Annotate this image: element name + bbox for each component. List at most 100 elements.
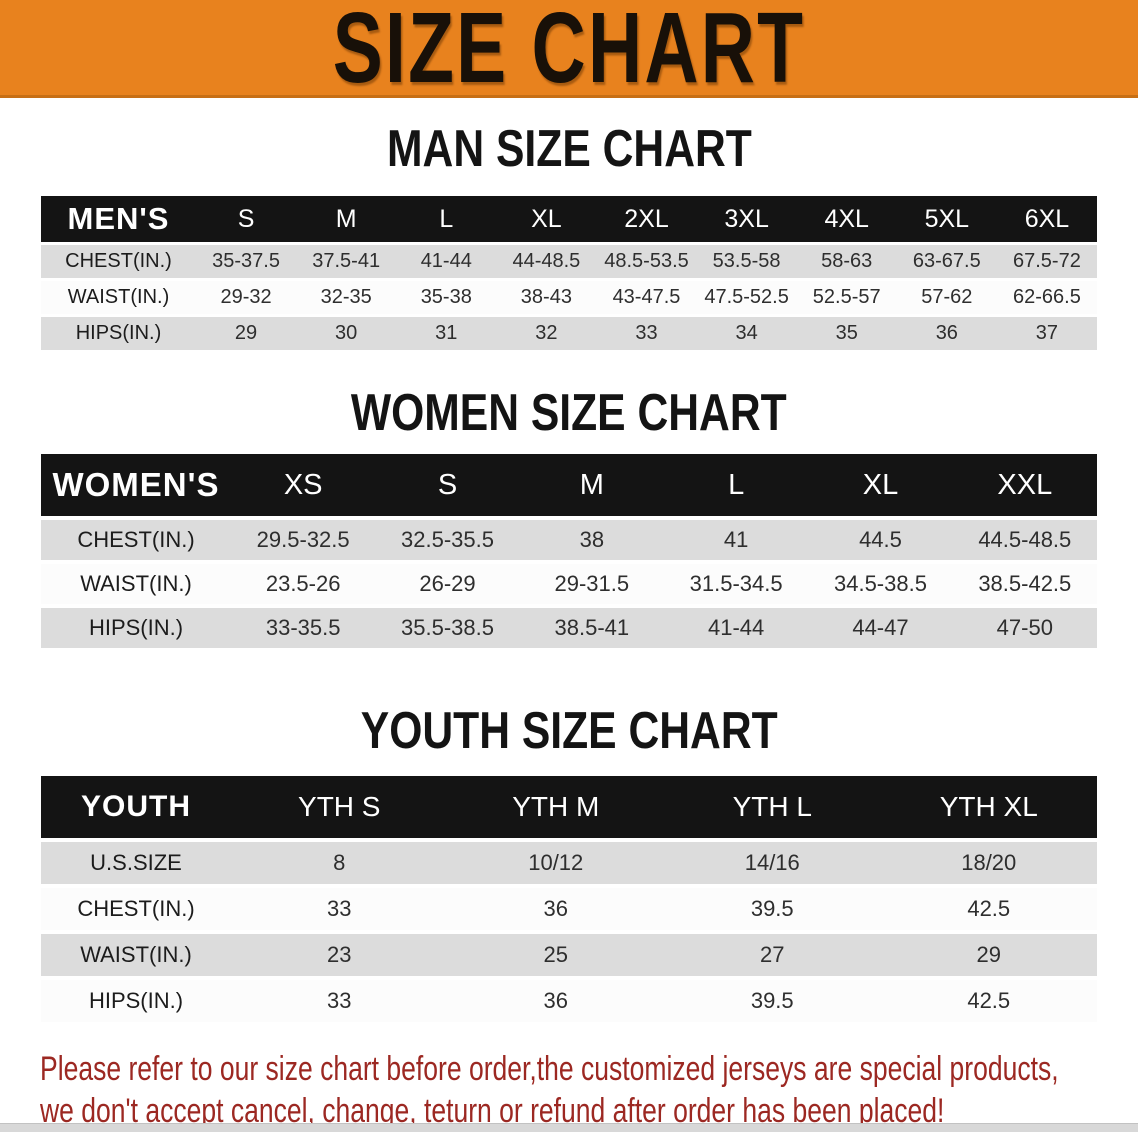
cell-value: 35 xyxy=(835,322,858,344)
column-header: 2XL xyxy=(624,204,669,233)
cell-value: 39.5 xyxy=(750,988,794,1013)
cell-value: 25 xyxy=(543,942,568,967)
bottom-strip xyxy=(0,1123,1138,1132)
row-label: CHEST(IN.) xyxy=(77,896,195,921)
cell-value: 37 xyxy=(1035,322,1059,344)
table-row: WAIST(IN.) 23 25 27 29 xyxy=(41,934,1097,976)
cell-value: 29 xyxy=(976,942,1001,967)
youth-table-header-row: YOUTH YTH S YTH M YTH L YTH XL xyxy=(41,776,1097,838)
table-row: CHEST(IN.) 33 36 39.5 42.5 xyxy=(41,888,1097,930)
cell-value: 29 xyxy=(234,322,258,344)
table-row: HIPS(IN.) 33 36 39.5 42.5 xyxy=(41,980,1097,1022)
cell-value: 36 xyxy=(543,988,568,1013)
cell-value: 58-63 xyxy=(821,250,873,272)
men-section-heading-text: MAN SIZE CHART xyxy=(386,120,752,178)
cell-value: 38 xyxy=(579,527,605,552)
women-size-table: WOMEN'S XS S M L XL XXL CHEST(IN.) 29.5-32.5 32… xyxy=(41,454,1097,648)
row-label: HIPS(IN.) xyxy=(75,322,162,344)
column-header: L xyxy=(728,468,745,501)
banner-title: SIZE CHART xyxy=(332,0,806,98)
column-header: XXL xyxy=(997,468,1053,501)
table-row: CHEST(IN.) 35-37.5 37.5-41 41-44 44-48.5 48.5… xyxy=(41,245,1097,278)
column-header: XS xyxy=(283,468,323,501)
cell-value: 10/12 xyxy=(528,850,584,875)
cell-value: 44.5-48.5 xyxy=(978,527,1072,552)
cell-value: 30 xyxy=(335,322,358,344)
row-label: CHEST(IN.) xyxy=(77,527,195,552)
table-row: HIPS(IN.) 33-35.5 35.5-38.5 38.5-41 41-44 44-… xyxy=(41,608,1097,648)
row-label: WAIST(IN.) xyxy=(80,942,192,967)
column-header: YTH S xyxy=(298,791,381,822)
women-table-header-row: WOMEN'S XS S M L XL XXL xyxy=(41,454,1097,516)
cell-value: 8 xyxy=(333,850,346,875)
youth-section-heading-text: YOUTH SIZE CHART xyxy=(360,702,778,760)
cell-value: 52.5-57 xyxy=(812,286,881,308)
cell-value: 29.5-32.5 xyxy=(256,527,350,552)
cell-value: 14/16 xyxy=(744,850,800,875)
men-table-corner-label: MEN'S xyxy=(67,201,170,236)
cell-value: 35-38 xyxy=(420,286,472,308)
table-row: CHEST(IN.) 29.5-32.5 32.5-35.5 38 41 44.5 44.5… xyxy=(41,520,1097,560)
cell-value: 62-66.5 xyxy=(1013,286,1081,308)
cell-value: 29-31.5 xyxy=(554,571,630,596)
cell-value: 26-29 xyxy=(419,571,476,596)
youth-table-corner-label: YOUTH xyxy=(81,790,191,823)
cell-value: 37.5-41 xyxy=(312,250,381,272)
row-label: HIPS(IN.) xyxy=(88,988,184,1013)
column-header: XL xyxy=(531,204,562,233)
column-header: M xyxy=(335,204,357,233)
table-row: U.S.SIZE 8 10/12 14/16 18/20 xyxy=(41,842,1097,884)
cell-value: 36 xyxy=(543,896,568,921)
disclaimer: Please refer to our size chart before or… xyxy=(40,1048,1138,1132)
cell-value: 34 xyxy=(735,322,758,344)
cell-value: 41 xyxy=(723,527,749,552)
men-size-table: MEN'S S M L XL 2XL 3XL 4XL 5XL 6XL CHEST(IN.) 35-… xyxy=(41,196,1097,350)
table-row: HIPS(IN.) 29 30 31 32 33 34 35 36 37 xyxy=(41,317,1097,350)
cell-value: 18/20 xyxy=(961,850,1017,875)
cell-value: 36 xyxy=(935,322,958,344)
cell-value: 23.5-26 xyxy=(265,571,341,596)
cell-value: 47-50 xyxy=(996,615,1053,640)
cell-value: 33 xyxy=(635,322,658,344)
cell-value: 32 xyxy=(535,322,558,344)
women-section-heading: WOMEN SIZE CHART xyxy=(0,386,1138,440)
cell-value: 44-48.5 xyxy=(512,250,581,272)
row-label: U.S.SIZE xyxy=(90,850,182,875)
youth-size-table: YOUTH YTH S YTH M YTH L YTH XL U.S.SIZE 8 10/… xyxy=(41,776,1097,1022)
column-header: YTH L xyxy=(732,791,812,822)
cell-value: 38.5-41 xyxy=(554,615,630,640)
column-header: M xyxy=(579,468,604,501)
row-label: HIPS(IN.) xyxy=(88,615,184,640)
cell-value: 42.5 xyxy=(967,988,1011,1013)
cell-value: 27 xyxy=(760,942,785,967)
cell-value: 42.5 xyxy=(967,896,1011,921)
column-header: 3XL xyxy=(724,204,769,233)
cell-value: 33 xyxy=(327,896,352,921)
column-header: 6XL xyxy=(1024,204,1070,233)
column-header: 5XL xyxy=(924,204,970,233)
cell-value: 48.5-53.5 xyxy=(604,250,689,272)
cell-value: 53.5-58 xyxy=(712,250,781,272)
cell-value: 41-44 xyxy=(420,250,472,272)
disclaimer-line-1: Please refer to our size chart before or… xyxy=(40,1050,1059,1088)
cell-value: 29-32 xyxy=(220,286,272,308)
table-row: WAIST(IN.) 29-32 32-35 35-38 38-43 43-47.5 47.… xyxy=(41,281,1097,314)
cell-value: 44-47 xyxy=(852,615,909,640)
column-header: S xyxy=(237,204,255,233)
column-header: S xyxy=(437,468,458,501)
table-row: WAIST(IN.) 23.5-26 26-29 29-31.5 31.5-34.5 34… xyxy=(41,564,1097,604)
women-table-corner-label: WOMEN'S xyxy=(52,466,220,503)
cell-value: 23 xyxy=(327,942,352,967)
cell-value: 33-35.5 xyxy=(265,615,341,640)
cell-value: 41-44 xyxy=(708,615,765,640)
men-section-heading: MAN SIZE CHART xyxy=(0,122,1138,176)
cell-value: 57-62 xyxy=(921,286,973,308)
men-table-header-row: MEN'S S M L XL 2XL 3XL 4XL 5XL 6XL xyxy=(41,196,1097,242)
cell-value: 44.5 xyxy=(859,527,902,552)
cell-value: 32-35 xyxy=(320,286,372,308)
cell-value: 31.5-34.5 xyxy=(689,571,783,596)
youth-section-heading: YOUTH SIZE CHART xyxy=(0,704,1138,758)
cell-value: 39.5 xyxy=(750,896,794,921)
row-label: CHEST(IN.) xyxy=(65,250,172,272)
column-header: XL xyxy=(862,468,899,501)
